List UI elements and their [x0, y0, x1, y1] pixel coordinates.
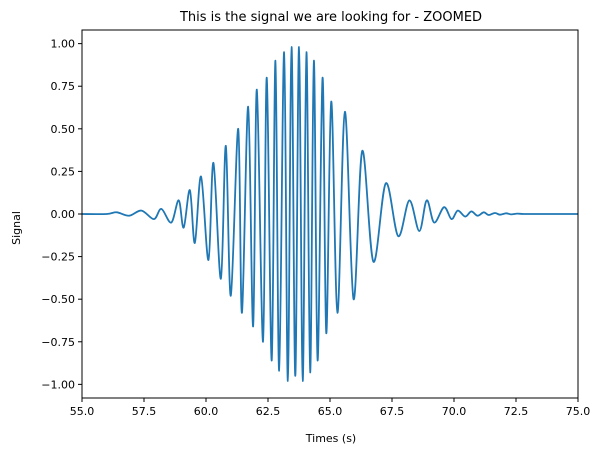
x-axis-ticks: 55.0 57.5 60.0 62.5 65.0 67.5 70.0 72.5 75.0	[70, 398, 591, 418]
y-tick-label: 0.00	[51, 208, 76, 221]
y-tick-label: 0.75	[51, 80, 76, 93]
x-tick-label: 57.5	[132, 405, 157, 418]
x-tick-label: 70.0	[442, 405, 467, 418]
x-tick-label: 55.0	[70, 405, 95, 418]
y-tick-label: −0.75	[41, 336, 75, 349]
x-tick-label: 62.5	[256, 405, 281, 418]
x-tick-label: 65.0	[318, 405, 343, 418]
x-tick-label: 60.0	[194, 405, 219, 418]
x-axis-label: Times (s)	[305, 432, 356, 445]
y-axis-ticks: 1.00 0.75 0.50 0.25 0.00 −0.25 −0.50 −0.75 −1.00	[41, 38, 82, 391]
y-tick-label: −0.50	[41, 293, 75, 306]
series-line-0	[82, 46, 578, 382]
y-tick-label: 0.25	[51, 165, 76, 178]
x-tick-label: 67.5	[380, 405, 405, 418]
y-tick-label: −0.25	[41, 251, 75, 264]
x-tick-label: 72.5	[504, 405, 529, 418]
y-tick-label: 1.00	[51, 38, 76, 51]
chart-title: This is the signal we are looking for - …	[179, 10, 482, 25]
x-tick-label: 75.0	[566, 405, 591, 418]
y-tick-label: −1.00	[41, 378, 75, 391]
y-tick-label: 0.50	[51, 123, 76, 136]
y-axis-label: Signal	[10, 211, 23, 245]
plot-area	[81, 29, 579, 399]
